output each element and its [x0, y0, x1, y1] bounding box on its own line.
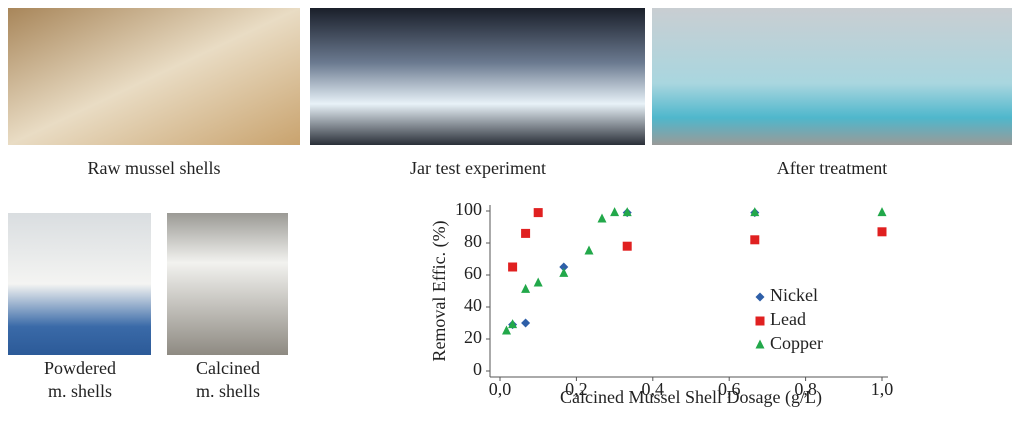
legend-label: Copper — [770, 333, 823, 353]
legend-marker — [756, 293, 765, 302]
y-tick-label: 40 — [464, 295, 482, 315]
legend-label: Nickel — [770, 285, 818, 305]
x-tick-label: 0,6 — [718, 379, 741, 399]
caption: m. shells — [48, 381, 112, 401]
marker — [623, 242, 632, 251]
y-tick-label: 100 — [455, 199, 482, 219]
photo-jar-test — [310, 8, 645, 145]
marker — [610, 207, 619, 216]
y-tick-label: 80 — [464, 231, 482, 251]
x-tick-label: 0,8 — [794, 379, 817, 399]
x-tick-label: 1,0 — [871, 379, 894, 399]
y-tick-label: 0 — [473, 359, 482, 379]
caption: m. shells — [196, 381, 260, 401]
legend-label: Lead — [770, 309, 806, 329]
marker — [750, 235, 759, 244]
caption: Jar test experiment — [410, 158, 546, 178]
caption: Raw mussel shells — [88, 158, 221, 178]
y-axis-label: Removal Effic. (%) — [429, 220, 450, 361]
marker — [534, 208, 543, 217]
marker — [559, 268, 568, 277]
marker — [597, 214, 606, 223]
x-tick-label: 0,0 — [489, 379, 512, 399]
legend-marker — [756, 340, 765, 349]
marker — [534, 278, 543, 287]
photo-raw-shells — [8, 8, 300, 145]
photo-powdered — [8, 213, 151, 355]
caption: After treatment — [777, 158, 887, 178]
marker — [878, 227, 887, 236]
marker — [521, 229, 530, 238]
photo-calcined — [167, 213, 288, 355]
x-tick-label: 0,4 — [642, 379, 665, 399]
caption: Calcined — [196, 358, 260, 378]
marker — [521, 319, 530, 328]
marker — [878, 207, 887, 216]
x-axis-label: Calcined Mussel Shell Dosage (g/L) — [560, 387, 822, 408]
marker — [585, 246, 594, 255]
legend-marker — [756, 317, 765, 326]
photo-after-treatment — [652, 8, 1012, 145]
marker — [508, 263, 517, 272]
x-tick-label: 0,2 — [565, 379, 588, 399]
marker — [521, 284, 530, 293]
caption: Powdered — [44, 358, 116, 378]
y-tick-label: 60 — [464, 263, 482, 283]
figure: Raw mussel shells Jar test experiment Af… — [0, 0, 1017, 436]
y-tick-label: 20 — [464, 327, 482, 347]
